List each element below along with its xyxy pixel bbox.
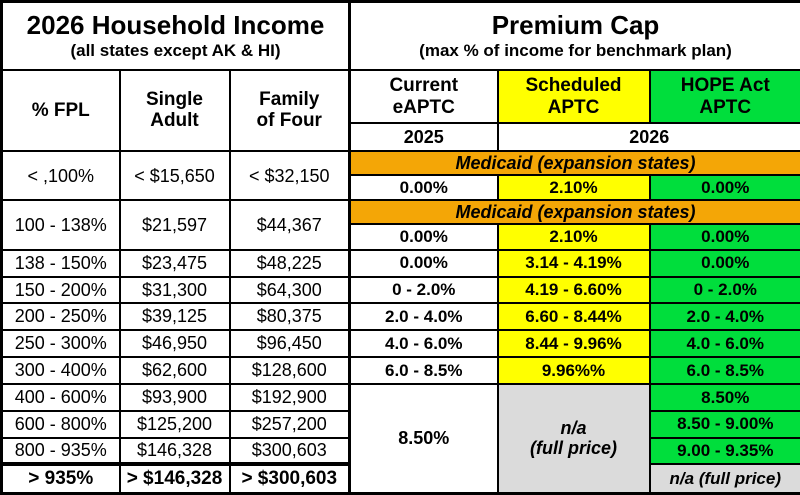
family-of-four-cell: > $300,603 xyxy=(228,462,351,495)
fpl-range-cell: 138 - 150% xyxy=(0,248,121,278)
hope-act-aptc-cell: 0.00% xyxy=(648,248,800,278)
family-of-four-cell: $192,900 xyxy=(228,382,351,412)
hope-act-aptc-cell: 6.0 - 8.5% xyxy=(648,356,800,385)
family-of-four-cell: $64,300 xyxy=(228,275,351,305)
scheduled-aptc-cell: 6.60 - 8.44% xyxy=(496,302,651,332)
table-row: % FPL Single Adult Family of Four Curren… xyxy=(0,68,800,153)
scheduled-aptc-cell: 8.44 - 9.96% xyxy=(496,329,651,359)
table-row: 2025 2026 xyxy=(2,122,800,153)
table-row: 138 - 150% $23,475 $48,225 0.00% 3.14 - … xyxy=(0,248,800,278)
fpl-range-cell: 100 - 138% xyxy=(0,199,121,251)
medicaid-band: Medicaid (expansion states) xyxy=(347,150,800,176)
scheduled-aptc-na-cell: n/a (full price) xyxy=(496,382,651,495)
income-title: 2026 Household Income xyxy=(26,10,325,41)
single-adult-cell: $21,597 xyxy=(118,199,231,251)
family-of-four-cell: $257,200 xyxy=(228,409,351,439)
hope-act-aptc-cell: 8.50 - 9.00% xyxy=(648,409,800,439)
col-header-current-eaptc: Current eAPTC xyxy=(348,68,499,125)
current-eaptc-cell: 6.0 - 8.5% xyxy=(348,356,499,385)
family-of-four-cell: $128,600 xyxy=(228,356,351,385)
table-row: 250 - 300% $46,950 $96,450 4.0 - 6.0% 8.… xyxy=(0,329,800,359)
fpl-range-cell: 200 - 250% xyxy=(0,302,121,332)
family-of-four-cell: $80,375 xyxy=(228,302,351,332)
fpl-range-cell: > 935% xyxy=(0,462,121,495)
medicaid-band: Medicaid (expansion states) xyxy=(347,199,800,225)
table-row: 800 - 935% $146,328 $300,603 9.00 - 9.35… xyxy=(0,436,800,466)
fpl-range-cell: 300 - 400% xyxy=(0,356,121,385)
year-2026-cell: 2026 xyxy=(496,122,800,153)
col-header-scheduled-aptc: Scheduled APTC xyxy=(496,68,651,125)
single-adult-cell: $23,475 xyxy=(118,248,231,278)
scheduled-aptc-cell: 4.19 - 6.60% xyxy=(496,275,651,305)
fpl-range-cell: 800 - 935% xyxy=(0,436,121,466)
col-header-single-adult: Single Adult xyxy=(118,68,231,153)
single-adult-cell: $46,950 xyxy=(118,329,231,359)
family-of-four-cell: $300,603 xyxy=(228,436,351,466)
hope-act-aptc-na-cell: n/a (full price) xyxy=(648,463,800,495)
scheduled-aptc-cell: 2.10% xyxy=(496,222,651,251)
table-row: 200 - 250% $39,125 $80,375 2.0 - 4.0% 6.… xyxy=(0,302,800,332)
year-2025-cell: 2025 xyxy=(348,122,499,153)
scheduled-aptc-cell: 3.14 - 4.19% xyxy=(496,248,651,278)
hope-act-aptc-cell: 8.50% xyxy=(648,382,800,412)
table-row: 0.00% 2.10% 0.00% xyxy=(2,173,800,202)
single-adult-cell: $39,125 xyxy=(118,302,231,332)
premium-title-cell: Premium Cap (max % of income for benchma… xyxy=(347,0,800,71)
col-header-family-of-four: Family of Four xyxy=(228,68,351,153)
single-adult-cell: $31,300 xyxy=(118,275,231,305)
single-adult-cell: $125,200 xyxy=(118,409,231,439)
hope-act-aptc-cell: 0.00% xyxy=(648,222,800,251)
col-header-hope-act-aptc: HOPE Act APTC xyxy=(648,68,800,125)
hope-act-aptc-cell: 0.00% xyxy=(648,173,800,202)
hope-act-aptc-cell: 0 - 2.0% xyxy=(648,275,800,305)
current-eaptc-cell: 0 - 2.0% xyxy=(348,275,499,305)
premium-subtitle: (max % of income for benchmark plan) xyxy=(419,41,732,60)
table-row: > 935% > $146,328 > $300,603 n/a (full p… xyxy=(0,462,800,495)
scheduled-aptc-cell: 9.96%% xyxy=(496,356,651,385)
fpl-range-cell: 250 - 300% xyxy=(0,329,121,359)
fpl-range-cell: < ,100% xyxy=(0,150,121,202)
current-eaptc-merged-cell: 8.50% xyxy=(348,382,499,495)
table-row: 100 - 138% $21,597 $44,367 Medicaid (exp… xyxy=(0,199,800,251)
single-adult-cell: < $15,650 xyxy=(118,150,231,202)
hope-act-aptc-cell: 9.00 - 9.35% xyxy=(648,436,800,466)
table-row: 150 - 200% $31,300 $64,300 0 - 2.0% 4.19… xyxy=(0,275,800,305)
fpl-range-cell: 600 - 800% xyxy=(0,409,121,439)
hope-act-aptc-cell: 4.0 - 6.0% xyxy=(648,329,800,359)
premium-title: Premium Cap xyxy=(491,10,660,41)
family-of-four-cell: $44,367 xyxy=(228,199,351,251)
table-row: 400 - 600% $93,900 $192,900 8.50% n/a (f… xyxy=(0,382,800,495)
single-adult-cell: $146,328 xyxy=(118,436,231,466)
current-eaptc-cell: 0.00% xyxy=(348,222,499,251)
income-subtitle: (all states except AK & HI) xyxy=(70,41,281,60)
hope-act-aptc-cell: 2.0 - 4.0% xyxy=(648,302,800,332)
table-row: 300 - 400% $62,600 $128,600 6.0 - 8.5% 9… xyxy=(0,356,800,385)
current-eaptc-cell: 4.0 - 6.0% xyxy=(348,329,499,359)
current-eaptc-cell: 0.00% xyxy=(348,248,499,278)
scheduled-aptc-cell: 2.10% xyxy=(496,173,651,202)
current-eaptc-cell: 2.0 - 4.0% xyxy=(348,302,499,332)
family-of-four-cell: $96,450 xyxy=(228,329,351,359)
col-header-fpl: % FPL xyxy=(0,68,121,153)
current-eaptc-cell: 0.00% xyxy=(348,173,499,202)
table-row: 2026 Household Income (all states except… xyxy=(0,0,800,71)
family-of-four-cell: $48,225 xyxy=(228,248,351,278)
family-of-four-cell: < $32,150 xyxy=(228,150,351,202)
table-row: < ,100% < $15,650 < $32,150 Medicaid (ex… xyxy=(0,150,800,202)
fpl-range-cell: 400 - 600% xyxy=(0,382,121,412)
income-title-cell: 2026 Household Income (all states except… xyxy=(0,0,351,71)
single-adult-cell: $62,600 xyxy=(118,356,231,385)
fpl-range-cell: 150 - 200% xyxy=(0,275,121,305)
table-row: 0.00% 2.10% 0.00% xyxy=(2,222,800,251)
table-row: 600 - 800% $125,200 $257,200 8.50 - 9.00… xyxy=(0,409,800,439)
single-adult-cell: > $146,328 xyxy=(118,462,231,495)
single-adult-cell: $93,900 xyxy=(118,382,231,412)
